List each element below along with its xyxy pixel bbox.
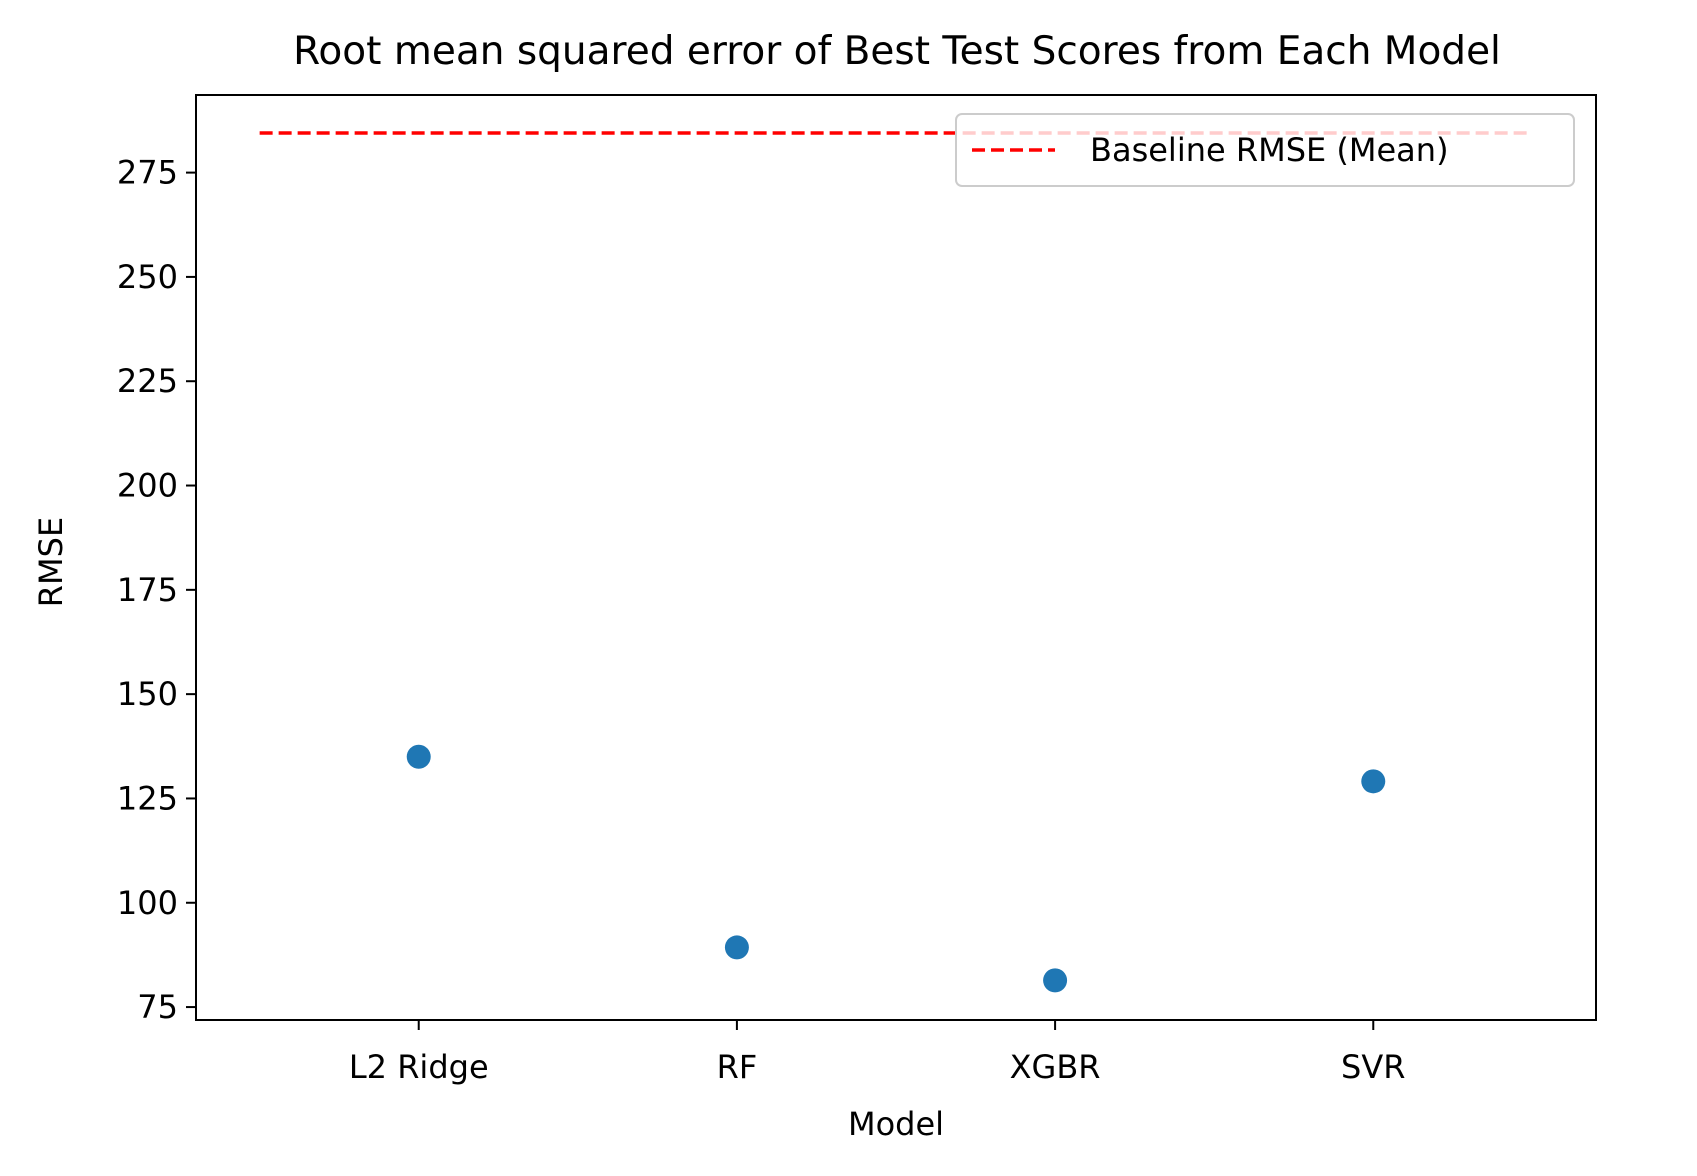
x-axis-label: Model [848,1105,944,1143]
y-axis: 75 100 125 150 175 200 225 250 275 [117,154,196,1026]
legend-baseline-label: Baseline RMSE (Mean) [1090,131,1449,169]
data-point [724,935,749,960]
x-axis: L2 Ridge RF XGBR SVR [349,1020,1405,1086]
y-tick-label: 175 [117,571,178,609]
data-point [1043,968,1068,993]
chart-title: Root mean squared error of Best Test Sco… [293,29,1501,74]
y-tick-label: 250 [117,258,178,296]
x-tick-label: XGBR [1010,1048,1101,1086]
y-tick-label: 200 [117,467,178,505]
x-tick-label: RF [717,1048,758,1086]
plot-area: 75 100 125 150 175 200 225 250 275 L2 Ridge RF XGB… [117,94,1597,1086]
legend: Baseline RMSE (Mean) [955,113,1575,187]
x-tick-label: SVR [1341,1048,1405,1086]
y-tick-label: 225 [117,362,178,400]
legend-box [955,113,1575,187]
points-layer [406,744,1386,993]
x-tick-label: L2 Ridge [349,1048,489,1086]
data-point [406,744,431,769]
y-axis-label: RMSE [32,517,70,607]
axes-frame [195,94,1597,1021]
y-tick-label: 100 [117,884,178,922]
y-tick-label: 75 [137,988,178,1026]
y-tick-label: 275 [117,154,178,192]
y-tick-label: 125 [117,779,178,817]
y-tick-label: 150 [117,675,178,713]
data-point [1361,769,1386,794]
